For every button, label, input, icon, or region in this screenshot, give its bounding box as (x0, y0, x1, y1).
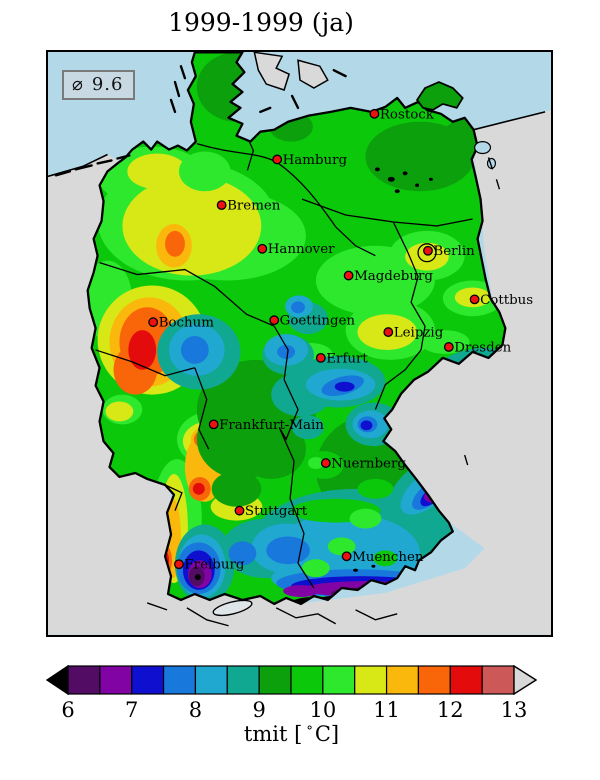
city-label: Nuernberg (331, 457, 406, 472)
city-erfurt: Erfurt (315, 351, 368, 366)
colorbar-segment (322, 665, 356, 695)
city-label: Bremen (227, 199, 281, 214)
city-cottbus: Cottbus (469, 293, 533, 308)
city-hamburg: Hamburg (272, 153, 348, 168)
city-hannover: Hannover (257, 242, 335, 257)
city-label: Hamburg (283, 153, 348, 168)
city-marker (257, 243, 268, 254)
colorbar: 6 7 8 9 10 11 12 13 (45, 664, 538, 727)
city-marker (174, 559, 184, 570)
city-nuernberg: Nuernberg (320, 457, 406, 472)
colorbar-segment (481, 665, 515, 695)
city-marker (383, 327, 394, 338)
foreign-coastlines (48, 111, 546, 178)
page-title: 1999-1999 (ja) (168, 8, 354, 37)
city-rostock: Rostock (369, 107, 435, 122)
city-label: Rostock (380, 107, 435, 122)
colorbar-tick: 13 (500, 698, 528, 722)
city-label: Cottbus (480, 293, 533, 308)
mean-value: 9.6 (91, 74, 124, 95)
mean-symbol: ⌀ (72, 74, 84, 95)
city-label: Muenchen (352, 550, 424, 565)
city-marker (423, 245, 433, 256)
degree-symbol: ° (306, 724, 313, 739)
ruegen-island (415, 81, 464, 111)
city-freiburg: Freiburg (174, 558, 245, 573)
city-marker (234, 505, 245, 516)
city-berlin: Berlin (423, 244, 475, 259)
city-marker (369, 108, 380, 119)
colorbar-segment (290, 665, 324, 695)
city-label: Stuttgart (245, 504, 308, 519)
city-marker (469, 294, 480, 305)
city-label: Berlin (433, 244, 475, 259)
colorbar-label: tmit [°C] (243, 722, 340, 746)
city-markers: Rostock Hamburg Bremen Hannover BerlinMagdeb… (148, 107, 533, 573)
green-islands (178, 151, 470, 578)
city-marker (272, 154, 283, 165)
city-label: Bochum (159, 316, 215, 331)
colorbar-tick: 12 (436, 698, 464, 722)
city-bochum: Bochum (148, 316, 215, 331)
germany-outline (86, 52, 507, 606)
city-label: Dresden (454, 340, 511, 355)
city-magdeburg: Magdeburg (343, 269, 433, 284)
danish-islands (253, 52, 329, 91)
city-marker (148, 317, 159, 328)
city-label: Freiburg (184, 558, 244, 573)
coastal-islands (54, 65, 347, 177)
city-dresden: Dresden (443, 340, 512, 355)
city-marker (343, 270, 354, 281)
city-label: Frankfurt-Main (219, 418, 324, 433)
city-marker (216, 200, 227, 211)
mean-value-box: ⌀ 9.6 (62, 70, 136, 100)
city-label: Leipzig (394, 326, 444, 341)
city-leipzig: Leipzig (383, 326, 444, 341)
city-muenchen: Muenchen (341, 550, 424, 565)
colorbar-tick: 10 (309, 698, 337, 722)
colorbar-segment (194, 665, 228, 695)
colorbar-tick: 6 (61, 698, 75, 722)
foreign-borders (146, 157, 501, 627)
city-goettingen: Goettingen (269, 314, 356, 329)
colorbar-segment (354, 665, 388, 695)
city-label: Hannover (268, 242, 335, 257)
colorbar-tick: 8 (188, 698, 203, 722)
city-marker (269, 315, 280, 326)
colorbar-tick: 7 (125, 698, 139, 722)
city-marker (208, 419, 219, 430)
city-marker (320, 458, 331, 468)
city-marker (443, 342, 454, 352)
colorbar-over-arrow (513, 664, 538, 696)
city-label: Erfurt (326, 351, 368, 366)
city-label: Goettingen (280, 314, 356, 329)
city-label: Magdeburg (354, 269, 433, 284)
colorbar-segments (67, 665, 515, 695)
city-marker (315, 352, 326, 363)
colorbar-ticks: 6 7 8 9 10 11 12 13 (46, 665, 537, 727)
colorbar-segment (99, 665, 133, 695)
colorbar-tick: 11 (373, 698, 400, 722)
city-frankfurt-main: Frankfurt-Main (208, 418, 324, 433)
city-bremen: Bremen (216, 199, 281, 214)
city-stuttgart: Stuttgart (234, 504, 308, 519)
colorbar-bar (45, 664, 538, 696)
lakes (353, 167, 433, 572)
colorbar-tick: 9 (252, 698, 266, 722)
map-panel: Rostock Hamburg Bremen Hannover Berlin Magdeb… (46, 50, 553, 637)
colorbar-segment (226, 665, 260, 695)
city-marker (341, 551, 352, 562)
germany-temperature-map: Rostock Hamburg Bremen Hannover BerlinMagdeb… (48, 52, 551, 635)
